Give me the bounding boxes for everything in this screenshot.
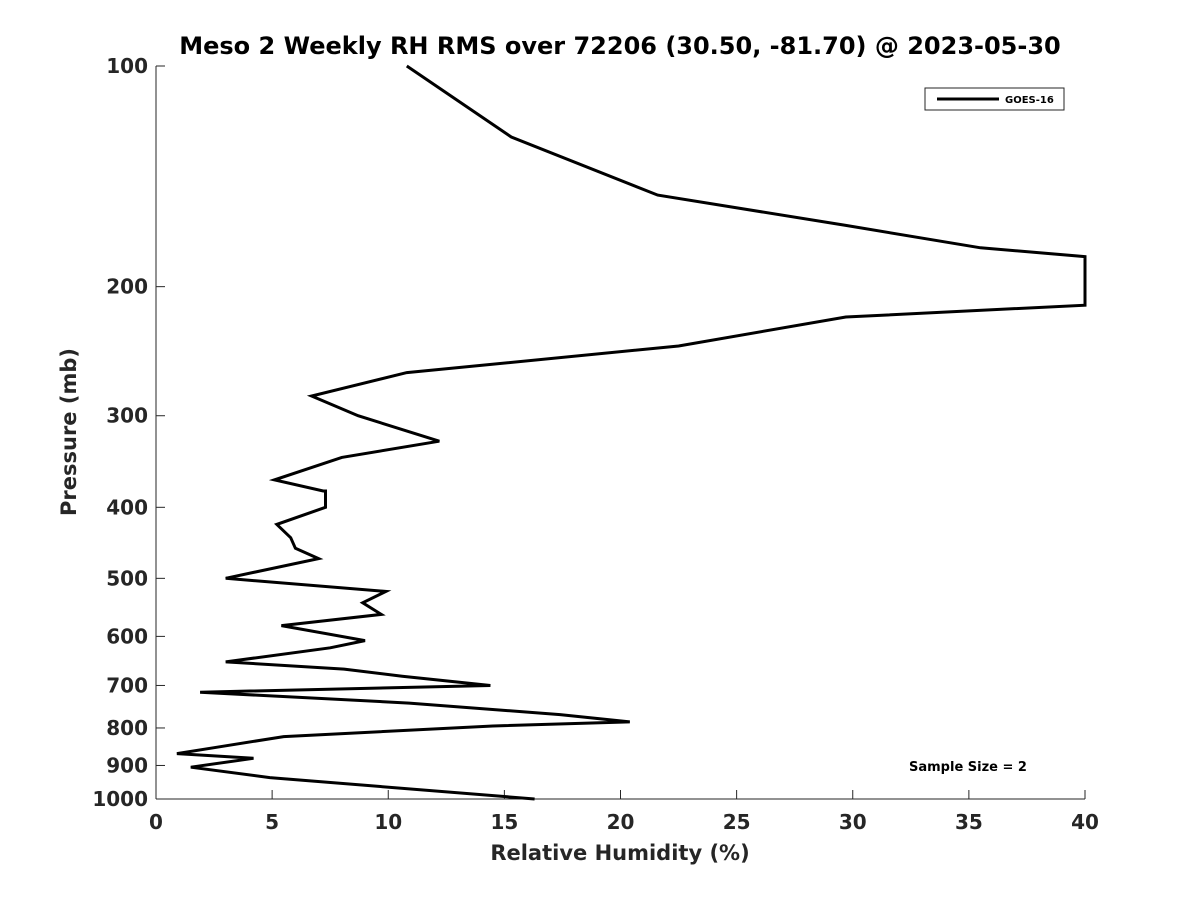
y-tick-label: 300 xyxy=(106,404,148,428)
y-tick-label: 500 xyxy=(106,566,148,590)
chart-title: Meso 2 Weekly RH RMS over 72206 (30.50, … xyxy=(179,32,1061,60)
x-tick-label: 15 xyxy=(490,810,518,834)
x-tick-label: 0 xyxy=(149,810,163,834)
sample-size-annotation: Sample Size = 2 xyxy=(909,760,1027,775)
x-tick-label: 40 xyxy=(1071,810,1099,834)
x-tick-label: 35 xyxy=(955,810,983,834)
legend-label: GOES-16 xyxy=(1005,95,1054,106)
legend: GOES-16 xyxy=(924,87,1065,111)
x-tick-label: 10 xyxy=(374,810,402,834)
x-axis-label: Relative Humidity (%) xyxy=(490,841,749,865)
x-axis-ticks: 0 5 10 15 20 25 30 35 40 xyxy=(149,790,1099,834)
y-tick-label: 400 xyxy=(106,495,148,519)
y-tick-label: 800 xyxy=(106,716,148,740)
x-tick-label: 20 xyxy=(607,810,635,834)
y-tick-label: 700 xyxy=(106,673,148,697)
y-tick-label: 600 xyxy=(106,624,148,648)
y-axis-ticks: 100 200 300 400 500 600 700 800 900 1000 xyxy=(92,54,165,811)
x-tick-label: 30 xyxy=(839,810,867,834)
x-tick-label: 5 xyxy=(265,810,279,834)
y-tick-label: 200 xyxy=(106,275,148,299)
y-tick-label: 1000 xyxy=(92,787,148,811)
series-line-goes16 xyxy=(176,64,1087,801)
y-axis-label: Pressure (mb) xyxy=(57,348,81,516)
y-tick-label: 900 xyxy=(106,753,148,777)
y-tick-label: 100 xyxy=(106,54,148,78)
x-tick-label: 25 xyxy=(723,810,751,834)
